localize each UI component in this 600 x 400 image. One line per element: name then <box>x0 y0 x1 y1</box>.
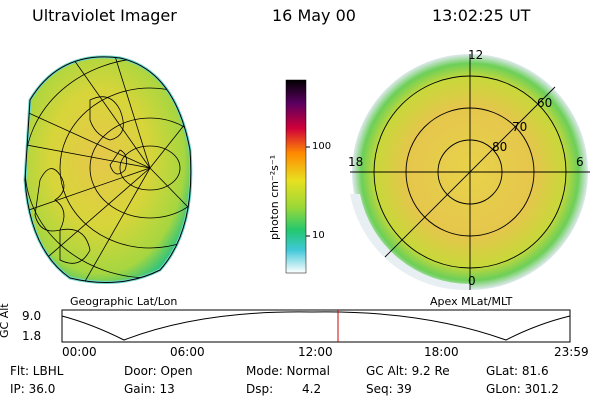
date-readout: 16 May 00 <box>272 6 356 25</box>
geographic-image <box>23 55 193 284</box>
orbit-tick-2359: 23:59 <box>554 345 589 359</box>
colorbar-tick-10: 10 <box>312 230 325 241</box>
right-panel-caption: Apex MLat/MLT <box>430 295 513 308</box>
gain-readout: Gain: 13 <box>124 382 175 396</box>
orbit-y-axis-label: GC Alt <box>0 303 11 338</box>
mlt-12-label: 12 <box>468 48 484 62</box>
dsp-label: Dsp: <box>246 382 274 396</box>
gc-alt-readout: GC Alt: 9.2 Re <box>366 364 450 378</box>
colorbar-unit-label: photon cm⁻²s⁻¹ <box>268 154 281 240</box>
ip-readout: IP: 36.0 <box>10 382 56 396</box>
mlt-18-label: 18 <box>348 155 364 169</box>
orbit-tick-1200: 12:00 <box>298 345 333 359</box>
glat-readout: GLat: 81.6 <box>486 364 549 378</box>
glon-readout: GLon: 301.2 <box>486 382 559 396</box>
dsp-value: 4.2 <box>302 382 322 396</box>
orbit-tick-0600: 06:00 <box>170 345 205 359</box>
seq-readout: Seq: 39 <box>366 382 412 396</box>
mlt-0-label: 0 <box>468 274 476 288</box>
apex-polar-image <box>350 54 590 291</box>
colorbar <box>285 79 310 274</box>
time-readout: 13:02:25 UT <box>432 6 531 25</box>
orbit-y-min: 1.8 <box>22 329 42 343</box>
orbit-altitude-curve <box>61 311 571 341</box>
auroral-emission-left <box>23 55 193 284</box>
door-readout: Door: Open <box>124 364 193 378</box>
left-panel-caption: Geographic Lat/Lon <box>70 295 178 308</box>
mlt-6-label: 6 <box>576 155 584 169</box>
lat-70-label: 70 <box>512 120 528 134</box>
mode-readout: Mode: Normal <box>246 364 330 378</box>
filter-readout: Flt: LBHL <box>10 364 64 378</box>
colorbar-tick-100: 100 <box>312 141 332 152</box>
orbit-altitude-plot <box>61 309 571 343</box>
lat-60-label: 60 <box>537 96 553 110</box>
orbit-tick-0000: 00:00 <box>62 345 97 359</box>
orbit-y-max: 9.0 <box>22 309 42 323</box>
orbit-tick-1800: 18:00 <box>424 345 459 359</box>
lat-80-label: 80 <box>492 140 508 154</box>
app-title: Ultraviolet Imager <box>32 6 177 25</box>
